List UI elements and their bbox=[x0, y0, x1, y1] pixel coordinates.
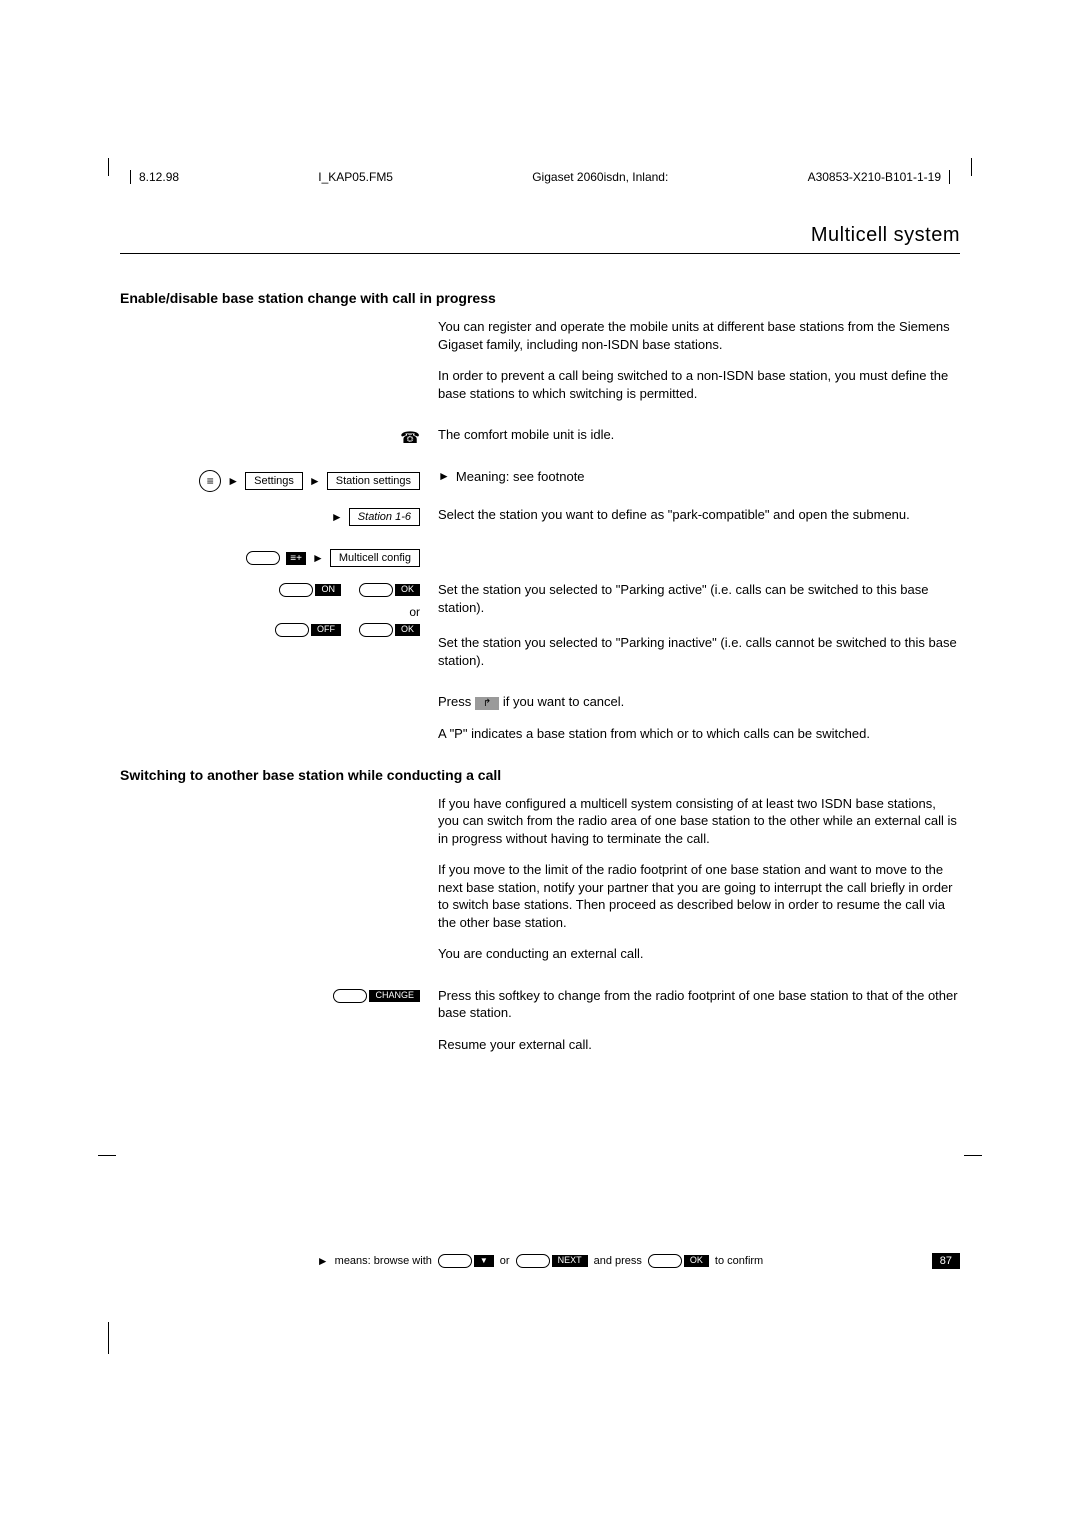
header-file: I_KAP05.FM5 bbox=[318, 170, 393, 184]
body-text: Press ↱ if you want to cancel. bbox=[438, 693, 960, 711]
footer-text: or bbox=[500, 1255, 510, 1267]
running-header: 8.12.98 I_KAP05.FM5 Gigaset 2060isdn, In… bbox=[120, 170, 960, 184]
arrow-icon: ► bbox=[227, 474, 239, 488]
header-product: Gigaset 2060isdn, Inland: bbox=[532, 170, 668, 184]
arrow-icon: ► bbox=[317, 1254, 329, 1268]
body-text: If you have configured a multicell syste… bbox=[438, 795, 960, 848]
list-plus-icon: ≡+ bbox=[286, 552, 306, 565]
arrow-icon: ► bbox=[309, 474, 321, 488]
menu-item-station: Station 1-6 bbox=[349, 508, 420, 526]
softkey-icon bbox=[359, 583, 393, 597]
on-key: ON bbox=[315, 584, 341, 596]
crop-mark bbox=[108, 1322, 109, 1354]
softkey-icon bbox=[246, 551, 280, 565]
or-text: or bbox=[120, 605, 420, 619]
ok-key: OK bbox=[395, 584, 420, 596]
handset-icon: ☎ bbox=[400, 428, 420, 448]
body-text: Set the station you selected to "Parking… bbox=[438, 581, 960, 616]
body-text: Select the station you want to define as… bbox=[438, 506, 960, 524]
header-date: 8.12.98 bbox=[130, 170, 179, 184]
softkey-icon bbox=[359, 623, 393, 637]
body-text: You can register and operate the mobile … bbox=[438, 318, 960, 353]
text-fragment: Press bbox=[438, 694, 475, 709]
text-fragment: if you want to cancel. bbox=[503, 694, 624, 709]
menu-item-station-settings: Station settings bbox=[327, 472, 420, 490]
body-text: A "P" indicates a base station from whic… bbox=[438, 725, 960, 743]
change-key: CHANGE bbox=[369, 990, 420, 1002]
softkey-icon bbox=[438, 1254, 472, 1268]
crop-mark bbox=[98, 1155, 116, 1156]
section-heading: Switching to another base station while … bbox=[120, 767, 960, 783]
softkey-icon bbox=[333, 989, 367, 1003]
page: 8.12.98 I_KAP05.FM5 Gigaset 2060isdn, In… bbox=[0, 0, 1080, 1528]
arrow-icon: ► bbox=[438, 468, 450, 484]
menu-icon: ≡ bbox=[199, 470, 221, 492]
softkey-icon bbox=[279, 583, 313, 597]
next-key: NEXT bbox=[552, 1255, 588, 1267]
body-text: The comfort mobile unit is idle. bbox=[438, 426, 960, 444]
footer-text: and press bbox=[594, 1255, 642, 1267]
arrow-icon: ► bbox=[331, 510, 343, 524]
off-key: OFF bbox=[311, 624, 341, 636]
arrow-icon: ► bbox=[312, 551, 324, 565]
cancel-key-icon: ↱ bbox=[475, 697, 499, 710]
softkey-icon bbox=[648, 1254, 682, 1268]
body-text: Set the station you selected to "Parking… bbox=[438, 634, 960, 669]
softkey-icon bbox=[516, 1254, 550, 1268]
crop-mark bbox=[964, 1155, 982, 1156]
crop-mark bbox=[971, 158, 972, 176]
menu-item-multicell: Multicell config bbox=[330, 549, 420, 567]
body-text: In order to prevent a call being switche… bbox=[438, 367, 960, 402]
chapter-rule bbox=[120, 253, 960, 254]
body-text: If you move to the limit of the radio fo… bbox=[438, 861, 960, 931]
down-key-icon bbox=[474, 1255, 494, 1267]
page-number: 87 bbox=[932, 1253, 960, 1269]
body-text: Resume your external call. bbox=[438, 1036, 960, 1054]
softkey-icon bbox=[275, 623, 309, 637]
body-text: You are conducting an external call. bbox=[438, 945, 960, 963]
footer-text: means: browse with bbox=[335, 1255, 432, 1267]
section-heading: Enable/disable base station change with … bbox=[120, 290, 960, 306]
ok-key: OK bbox=[684, 1255, 709, 1267]
body-text: Press this softkey to change from the ra… bbox=[438, 987, 960, 1022]
crop-mark bbox=[108, 158, 109, 176]
footnote-line: ► means: browse with or NEXT and press O… bbox=[120, 1254, 960, 1268]
footer-text: to confirm bbox=[715, 1255, 763, 1267]
chapter-title: Multicell system bbox=[120, 224, 960, 247]
header-doc-id: A30853-X210-B101-1-19 bbox=[808, 170, 950, 184]
footnote-ref: Meaning: see footnote bbox=[456, 468, 585, 486]
ok-key: OK bbox=[395, 624, 420, 636]
menu-item-settings: Settings bbox=[245, 472, 303, 490]
